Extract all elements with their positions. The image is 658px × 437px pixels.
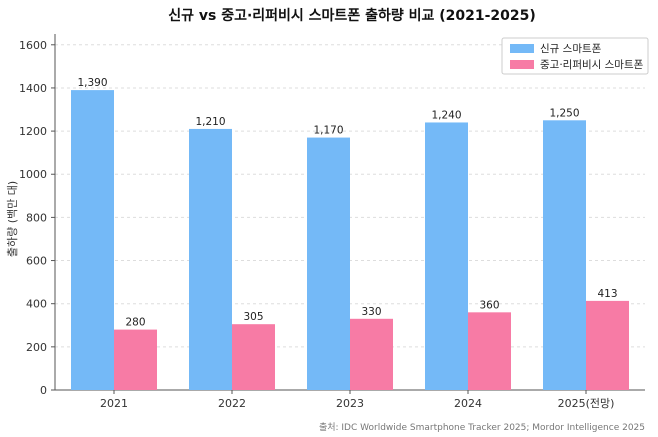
y-tick-label: 1600 (19, 39, 47, 52)
bar-new-2025(전망) (543, 120, 586, 390)
data-label: 1,250 (549, 107, 579, 119)
data-label: 330 (361, 306, 381, 318)
bar-new-2022 (189, 128, 232, 390)
legend-box (501, 37, 649, 75)
x-tick-label: 2023 (336, 397, 364, 410)
y-tick-label: 200 (26, 341, 47, 354)
data-labels: 1,390 280 1,210 305 1,170 330 1,240 360 1,250 413 (77, 77, 617, 328)
bar-used-2024 (468, 312, 511, 390)
data-label: 1,390 (77, 77, 107, 89)
y-tick-label: 1200 (19, 125, 47, 138)
source-note: 출처: IDC Worldwide Smartphone Tracker 202… (319, 421, 645, 433)
data-label: 280 (125, 317, 145, 329)
bar-new-2024 (425, 122, 468, 391)
x-tick-label: 2021 (100, 397, 128, 410)
legend-label-used: 중고·리퍼비시 스마트폰 (540, 59, 644, 71)
data-label: 305 (243, 311, 263, 323)
data-label: 1,210 (195, 116, 225, 128)
data-label: 1,240 (431, 109, 461, 121)
y-tick-label: 400 (26, 298, 47, 311)
x-tick-label: 2022 (218, 397, 246, 410)
bar-used-2025(전망) (586, 300, 629, 390)
bars (71, 90, 629, 391)
bar-used-2023 (350, 318, 393, 390)
legend-swatch-new (510, 44, 534, 53)
y-tick-label: 1000 (19, 168, 47, 181)
legend-label-new: 신규 스마트폰 (540, 43, 602, 55)
x-tick-label: 2025(전망) (558, 397, 615, 410)
chart-title: 신규 vs 중고·리퍼비시 스마트폰 출하량 비교 (2021-2025) (168, 7, 536, 24)
y-tick-label: 0 (40, 384, 47, 397)
data-label: 1,170 (313, 125, 343, 137)
y-tick-label: 800 (26, 211, 47, 224)
legend: 신규 스마트폰 중고·리퍼비시 스마트폰 (501, 37, 649, 75)
bar-used-2022 (232, 324, 275, 390)
legend-swatch-used (510, 60, 534, 69)
data-label: 360 (479, 299, 499, 311)
bar-new-2023 (307, 137, 350, 390)
x-tick-label: 2024 (454, 397, 482, 410)
y-axis-label: 출하량 (백만 대) (5, 181, 19, 257)
y-tick-label: 1400 (19, 82, 47, 95)
data-label: 413 (597, 288, 617, 300)
bar-used-2021 (114, 329, 157, 390)
bar-new-2021 (71, 90, 114, 390)
y-tick-label: 600 (26, 255, 47, 268)
